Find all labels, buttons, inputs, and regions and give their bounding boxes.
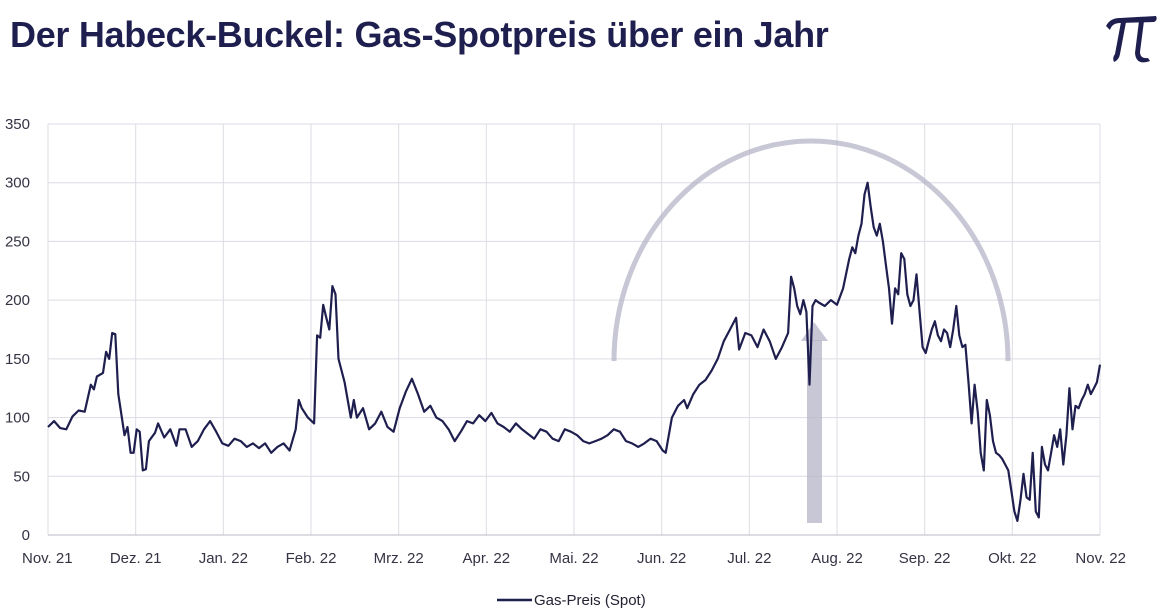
chart-title: Der Habeck-Buckel: Gas-Spotpreis über ei… bbox=[10, 14, 829, 55]
hump-overlay bbox=[611, 138, 1011, 523]
x-tick-label: Nov. 21 bbox=[22, 550, 73, 567]
pi-logo-left-leg bbox=[1113, 22, 1126, 62]
x-tick-label: Jun. 22 bbox=[637, 550, 686, 567]
legend-label: Gas-Preis (Spot) bbox=[534, 592, 646, 609]
x-tick-label: Sep. 22 bbox=[899, 550, 951, 567]
x-tick-label: Okt. 22 bbox=[988, 550, 1036, 567]
x-tick-label: Aug. 22 bbox=[811, 550, 863, 567]
y-axis-ticks: 0 50 100 150 200 250 300 350 bbox=[5, 116, 30, 544]
hump-arc bbox=[611, 138, 1011, 362]
pi-logo-right-leg bbox=[1135, 21, 1150, 63]
arrow-shaft bbox=[807, 340, 822, 523]
y-tick-label: 150 bbox=[5, 351, 30, 368]
y-tick-label: 250 bbox=[5, 233, 30, 250]
x-tick-label: Feb. 22 bbox=[286, 550, 337, 567]
x-tick-label: Nov. 22 bbox=[1075, 550, 1126, 567]
grid-lines bbox=[47, 123, 1101, 535]
arrow-head bbox=[801, 322, 828, 341]
y-tick-label: 350 bbox=[5, 116, 30, 133]
y-tick-label: 300 bbox=[5, 175, 30, 192]
x-tick-label: Jul. 22 bbox=[727, 550, 771, 567]
y-tick-label: 200 bbox=[5, 292, 30, 309]
x-tick-label: Dez. 21 bbox=[110, 550, 162, 567]
y-tick-label: 100 bbox=[5, 410, 30, 427]
legend: Gas-Preis (Spot) bbox=[497, 592, 646, 609]
series-line-gas-preis bbox=[47, 181, 1102, 522]
y-tick-label: 0 bbox=[22, 527, 30, 544]
x-tick-label: Mai. 22 bbox=[549, 550, 598, 567]
y-tick-label: 50 bbox=[13, 468, 30, 485]
x-tick-label: Mrz. 22 bbox=[374, 550, 424, 567]
pi-logo-icon bbox=[1106, 16, 1157, 63]
x-tick-label: Jan. 22 bbox=[199, 550, 248, 567]
pi-logo-bar bbox=[1106, 16, 1157, 30]
x-tick-label: Apr. 22 bbox=[463, 550, 511, 567]
x-axis-ticks: Nov. 21 Dez. 21 Jan. 22 Feb. 22 Mrz. 22 Apr. … bbox=[22, 550, 1126, 567]
